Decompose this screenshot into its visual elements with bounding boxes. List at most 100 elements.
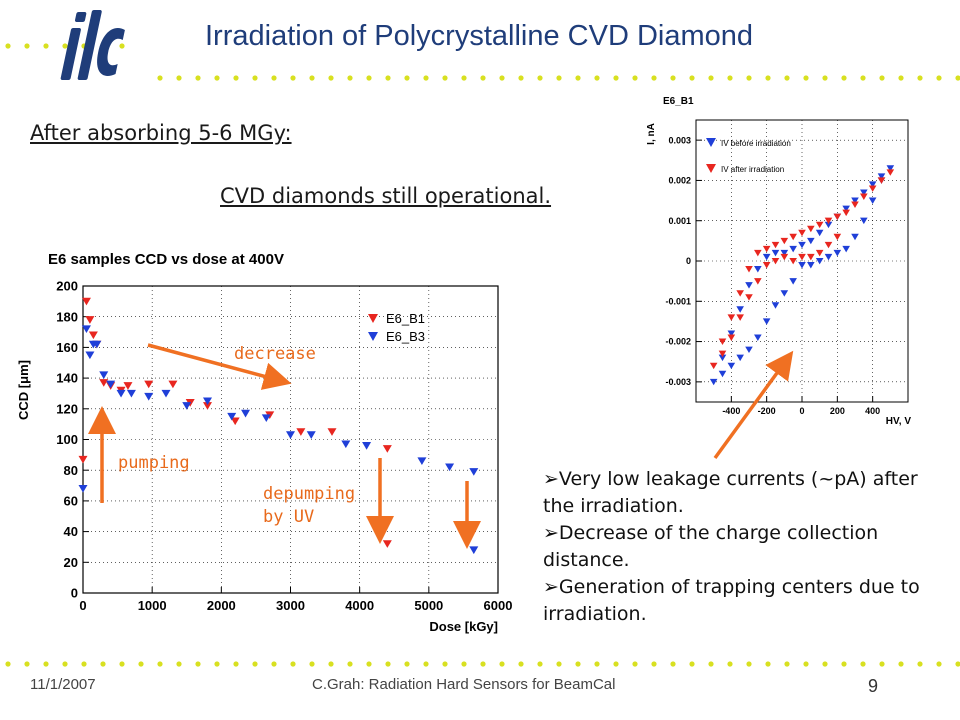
dot — [233, 661, 239, 667]
y-tick-label: 20 — [64, 555, 78, 570]
dot — [271, 75, 277, 81]
point-c1-s0 — [99, 379, 109, 387]
y-tick-label: 0 — [71, 586, 78, 601]
dot — [100, 661, 106, 667]
point-c1-s1 — [286, 431, 295, 439]
y-tick-label: 140 — [56, 371, 78, 386]
dot — [347, 661, 353, 667]
x-tick-label: 6000 — [484, 598, 513, 613]
point-c2-s1 — [718, 350, 727, 358]
point-c1-s1 — [81, 325, 91, 334]
pumping-label: pumping — [118, 453, 190, 473]
point-c2-s0 — [789, 245, 797, 253]
dot — [195, 661, 201, 667]
point-c1-s0 — [296, 428, 306, 436]
iv-axis-ticks: -400 -200 0 200 400 -0.003 -0.002 -0.001 0 0.001 0… — [665, 135, 880, 416]
footer-date: 11/1/2007 — [30, 676, 96, 693]
dot — [784, 75, 790, 81]
point-c1-s1 — [144, 392, 154, 401]
point-c2-s1 — [736, 314, 744, 321]
dot — [461, 661, 467, 667]
point-c2-s1 — [771, 241, 780, 249]
x-tick-label: 3000 — [276, 598, 305, 613]
point-c2-s1 — [833, 213, 842, 221]
dot — [24, 43, 30, 49]
point-c2-s1 — [807, 253, 815, 261]
dot — [404, 75, 410, 81]
dot — [727, 661, 733, 667]
point-c2-s0 — [807, 237, 815, 245]
y-tick-label: 0.001 — [668, 216, 691, 226]
point-c2-s0 — [868, 197, 877, 204]
x-tick-label: 0 — [799, 406, 804, 416]
dot — [499, 661, 505, 667]
legend-marker-b3 — [368, 332, 378, 341]
dot — [328, 75, 334, 81]
point-c1-s1 — [362, 442, 372, 450]
dot — [214, 661, 220, 667]
point-c2-s1 — [754, 278, 762, 285]
point-c2-s0 — [815, 257, 824, 265]
point-c2-s0 — [745, 282, 753, 289]
point-c1-s1 — [417, 457, 427, 466]
y-tick-label: 180 — [56, 309, 78, 324]
slide-title: Irradiation of Polycrystalline CVD Diamo… — [205, 20, 753, 52]
dot — [746, 75, 752, 81]
dot — [176, 661, 182, 667]
point-c2-s0 — [842, 205, 850, 213]
x-tick-label: -400 — [722, 406, 740, 416]
point-c2-s1 — [798, 229, 806, 237]
legend-label-b1: E6_B1 — [386, 311, 425, 326]
point-c1-s1 — [106, 380, 116, 389]
x-tick-label: 0 — [79, 598, 86, 613]
point-c2-s0 — [718, 354, 727, 362]
point-c1-s1 — [241, 409, 251, 418]
dot — [252, 75, 258, 81]
point-c2-s1 — [780, 253, 789, 261]
dot — [822, 75, 828, 81]
point-c2-s1 — [771, 257, 780, 265]
point-c2-s0 — [842, 245, 850, 253]
dot — [955, 661, 960, 667]
dot — [537, 75, 543, 81]
point-c1-s1 — [126, 389, 136, 398]
dot — [670, 661, 676, 667]
dot — [841, 75, 847, 81]
point-c2-s0 — [851, 197, 859, 204]
point-c2-s0 — [860, 189, 868, 196]
point-c2-s0 — [754, 334, 762, 341]
point-c1-s0 — [123, 382, 133, 390]
y-tick-label: 0 — [686, 256, 691, 266]
x-tick-label: 5000 — [414, 598, 443, 613]
point-c1-s0 — [78, 455, 88, 464]
point-c1-s0 — [81, 297, 91, 306]
decrease-label: decrease — [234, 344, 316, 364]
y-tick-label: -0.003 — [665, 377, 691, 387]
point-c2-s1 — [807, 225, 815, 233]
dot — [195, 75, 201, 81]
point-c1-s1 — [92, 340, 102, 349]
bullet-arrow-icon: ➢ — [543, 468, 559, 490]
bullet-text-3: Generation of trapping centers due to ir… — [543, 576, 920, 625]
bullet-item: ➢Decrease of the charge collection dista… — [543, 520, 953, 574]
point-c2-s0 — [877, 173, 886, 180]
point-c2-s0 — [754, 266, 762, 273]
header-dot-line — [5, 43, 960, 81]
dot — [43, 43, 49, 49]
bullet-arrow-icon: ➢ — [543, 522, 559, 544]
data-points — [78, 297, 479, 555]
dot — [290, 661, 296, 667]
dot — [556, 75, 562, 81]
dot — [632, 75, 638, 81]
iv-grid-lines — [696, 120, 908, 402]
dot — [442, 75, 448, 81]
dot — [385, 75, 391, 81]
point-c1-s0 — [168, 380, 178, 389]
dot — [43, 661, 49, 667]
bullet-list: ➢Very low leakage currents (~pA) after t… — [543, 466, 953, 628]
point-c1-s1 — [85, 351, 95, 360]
dot — [81, 661, 87, 667]
x-tick-label: -200 — [758, 406, 776, 416]
point-c1-s0 — [327, 428, 337, 436]
bullet-item: ➢Very low leakage currents (~pA) after t… — [543, 466, 953, 520]
